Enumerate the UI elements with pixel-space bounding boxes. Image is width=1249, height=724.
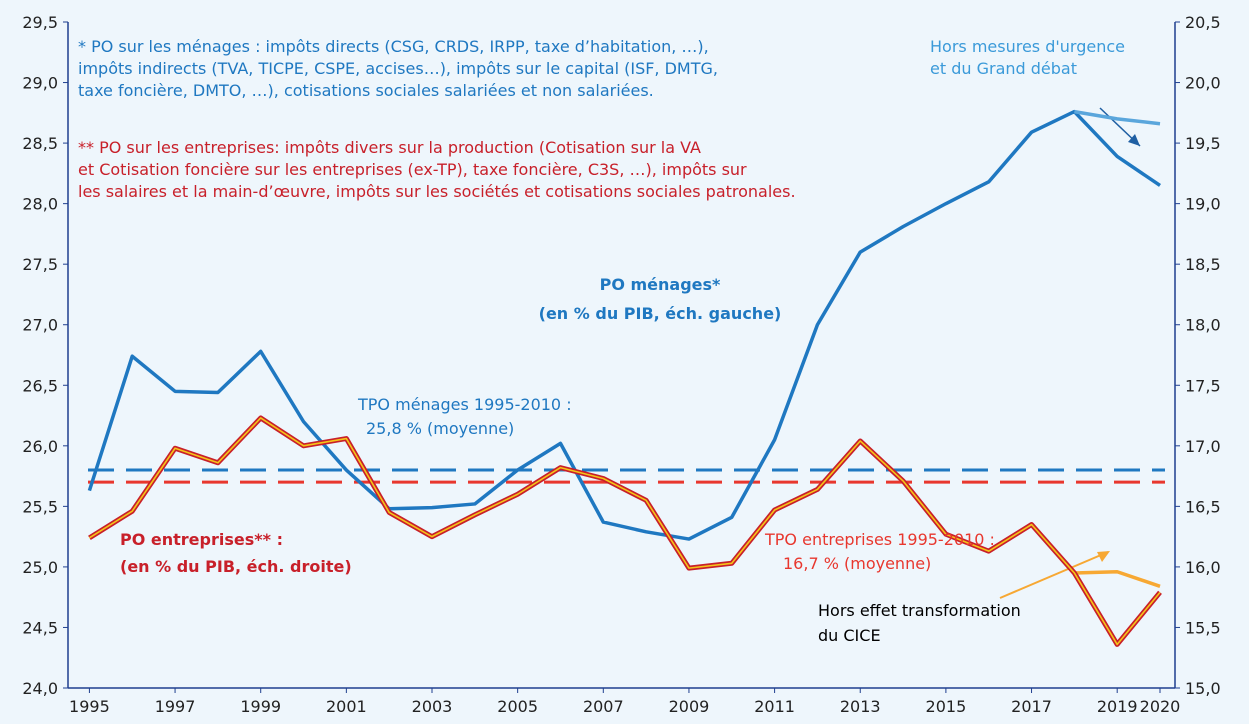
annotation: taxe foncière, DMTO, …), cotisations soc… — [78, 81, 654, 100]
y2-tick-label: 19,5 — [1185, 134, 1221, 153]
y-tick-label: 24,0 — [22, 679, 58, 698]
x-tick-label: 2001 — [326, 697, 367, 716]
x-tick-label: 2007 — [583, 697, 624, 716]
annotation: et du Grand débat — [930, 59, 1077, 78]
annotation: du CICE — [818, 626, 881, 645]
annotation: (en % du PIB, éch. droite) — [120, 557, 352, 576]
y2-tick-label: 19,0 — [1185, 195, 1221, 214]
annotation: et Cotisation foncière sur les entrepris… — [78, 160, 747, 179]
y2-tick-label: 17,5 — [1185, 376, 1221, 395]
y-tick-label: 27,0 — [22, 316, 58, 335]
x-tick-label: 2020 — [1140, 697, 1181, 716]
y2-tick-label: 20,0 — [1185, 74, 1221, 93]
annotation: ** PO sur les entreprises: impôts divers… — [78, 138, 701, 157]
annotation: 16,7 % (moyenne) — [783, 554, 931, 573]
arrow — [999, 551, 1109, 599]
x-tick-label: 2017 — [1011, 697, 1052, 716]
y-tick-label: 28,0 — [22, 195, 58, 214]
y-tick-label: 29,5 — [22, 13, 58, 32]
series-line — [88, 417, 1161, 646]
arrow-head — [1128, 134, 1140, 146]
annotation: PO entreprises** : — [120, 530, 283, 549]
annotation: TPO ménages 1995-2010 : — [357, 395, 572, 414]
series-line — [1074, 570, 1161, 588]
y-tick-label: 25,0 — [22, 558, 58, 577]
y2-tick-label: 18,5 — [1185, 255, 1221, 274]
y2-tick-label: 18,0 — [1185, 316, 1221, 335]
y-tick-label: 25,5 — [22, 497, 58, 516]
annotation: les salaires et la main-d’œuvre, impôts … — [78, 182, 796, 201]
annotation: (en % du PIB, éch. gauche) — [539, 304, 782, 323]
annotation: Hors effet transformation — [818, 601, 1021, 620]
y2-tick-label: 17,0 — [1185, 437, 1221, 456]
y-tick-label: 24,5 — [22, 618, 58, 637]
annotation: * PO sur les ménages : impôts directs (C… — [78, 37, 709, 56]
x-tick-label: 2013 — [840, 697, 881, 716]
y2-tick-label: 16,0 — [1185, 558, 1221, 577]
y-tick-label: 26,0 — [22, 437, 58, 456]
annotation: PO ménages* — [600, 275, 721, 294]
x-tick-label: 1995 — [69, 697, 110, 716]
y2-tick-label: 16,5 — [1185, 497, 1221, 516]
x-tick-label: 2005 — [497, 697, 538, 716]
x-tick-label: 2015 — [926, 697, 967, 716]
annotation: impôts indirects (TVA, TICPE, CSPE, acci… — [78, 59, 718, 78]
x-tick-label: 1999 — [240, 697, 281, 716]
y2-tick-label: 15,0 — [1185, 679, 1221, 698]
x-tick-label: 1997 — [155, 697, 196, 716]
annotation: Hors mesures d'urgence — [930, 37, 1125, 56]
y-tick-label: 29,0 — [22, 74, 58, 93]
y2-tick-label: 15,5 — [1185, 618, 1221, 637]
x-tick-label: 2019 — [1097, 697, 1138, 716]
annotation: 25,8 % (moyenne) — [366, 419, 514, 438]
x-tick-label: 2009 — [669, 697, 710, 716]
x-tick-label: 2003 — [412, 697, 453, 716]
series-line — [1074, 109, 1161, 126]
x-tick-label: 2011 — [754, 697, 795, 716]
y-tick-label: 28,5 — [22, 134, 58, 153]
y2-tick-label: 20,5 — [1185, 13, 1221, 32]
series-line — [87, 109, 1161, 541]
y-tick-label: 27,5 — [22, 255, 58, 274]
arrow-head — [1097, 551, 1110, 562]
y-tick-label: 26,5 — [22, 376, 58, 395]
annotation: TPO entreprises 1995-2010 : — [764, 530, 995, 549]
